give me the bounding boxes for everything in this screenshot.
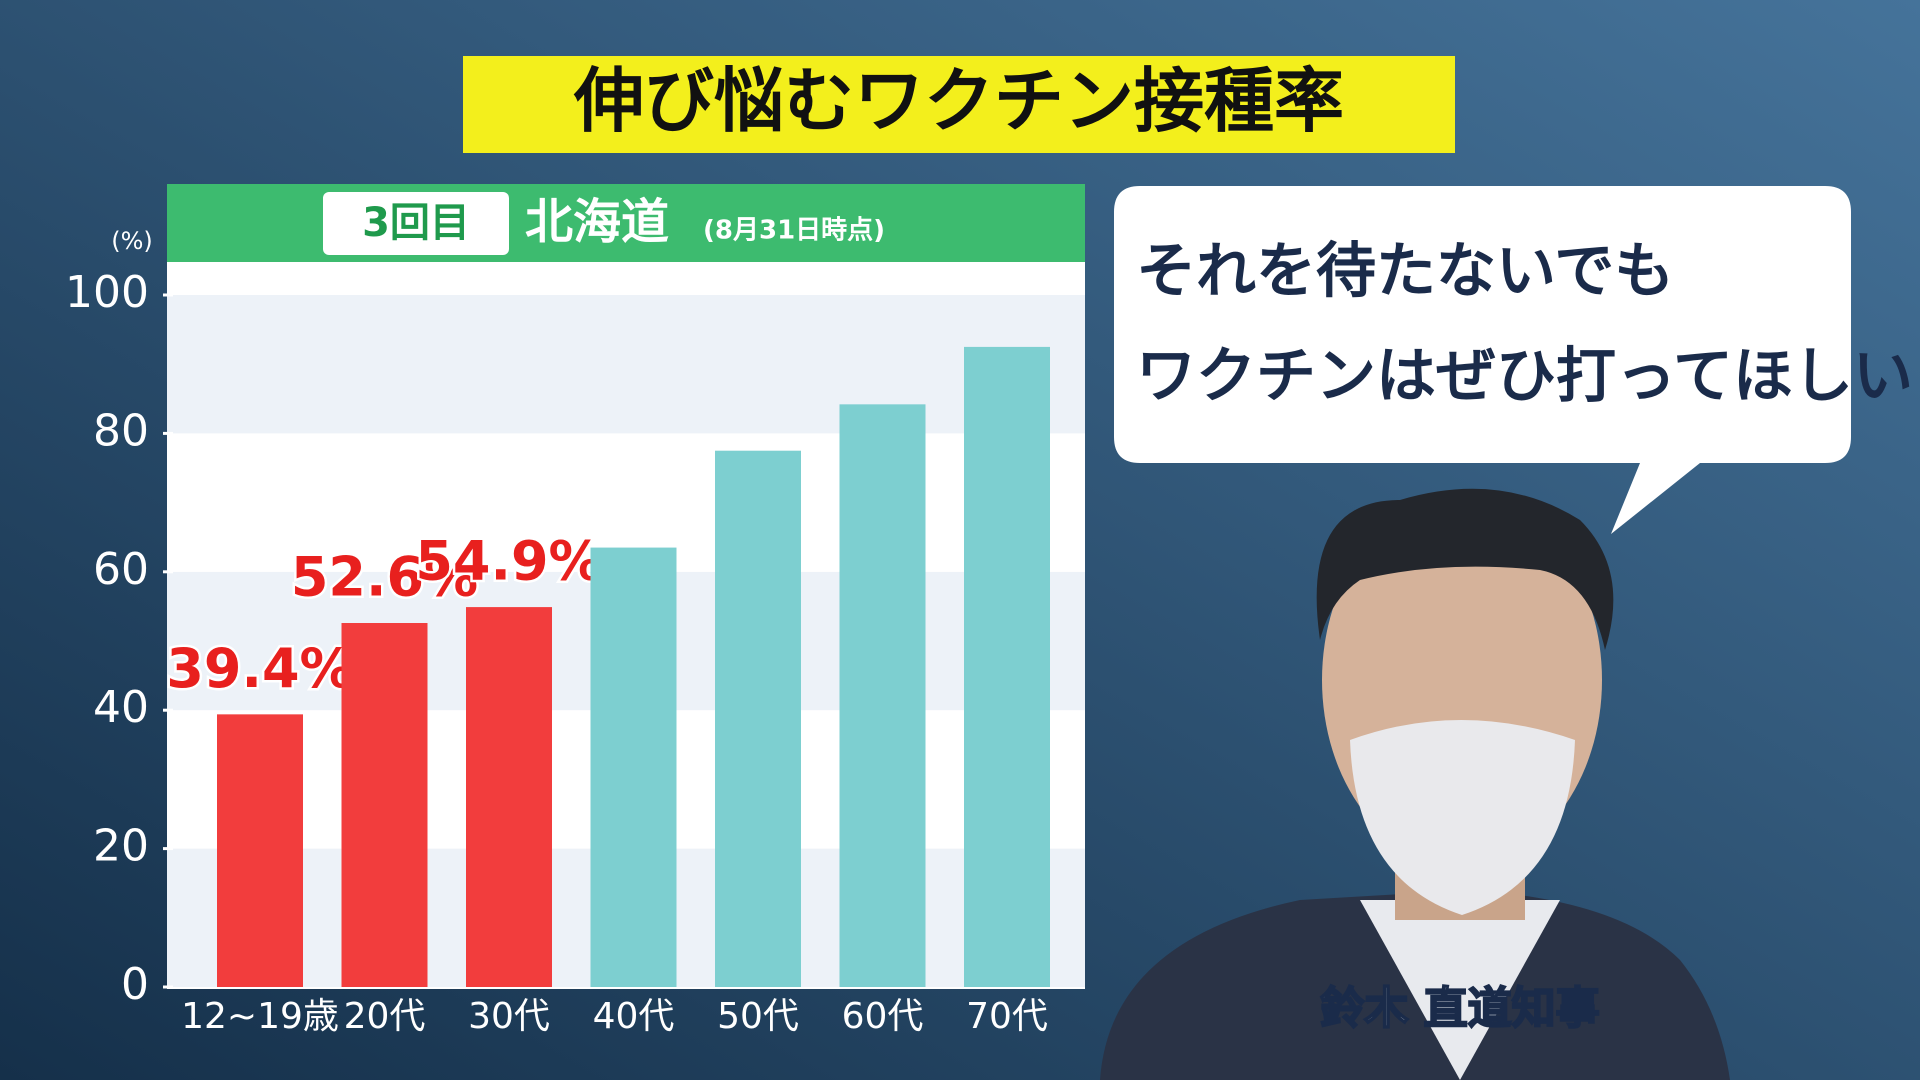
- y-tick-label: 60: [93, 544, 149, 595]
- grid-band: [167, 295, 1085, 434]
- y-tick-label: 40: [93, 682, 149, 733]
- x-tick-label: 60代: [842, 996, 924, 1037]
- y-tick-label: 0: [121, 959, 149, 1010]
- badge: 3回目: [362, 200, 470, 246]
- y-tick-label: 20: [93, 821, 149, 872]
- x-tick-label: 70代: [966, 996, 1048, 1037]
- title-box: [463, 56, 1455, 153]
- bar: [964, 346, 1050, 987]
- bar: [590, 547, 677, 987]
- y-tick-label: 100: [65, 267, 149, 318]
- speech-line: それを待たないでも: [1136, 237, 1674, 307]
- y-tick-label: 80: [93, 405, 149, 456]
- title: 伸び悩むワクチン接種率: [573, 60, 1344, 142]
- bar: [341, 623, 428, 987]
- value-label: 39.4%: [166, 637, 353, 700]
- x-tick-label: 30代: [468, 996, 550, 1037]
- speech-bubble: [1114, 186, 1851, 534]
- y-unit: (%): [111, 227, 153, 255]
- caption: 鈴木 直道知事: [1320, 983, 1599, 1034]
- value-label: 52.6%: [291, 546, 478, 609]
- bar: [839, 404, 926, 987]
- region: 北海道: [525, 194, 669, 250]
- bar: [466, 607, 552, 987]
- shirt: [1360, 900, 1560, 1080]
- date-note: (8月31日時点): [703, 215, 885, 246]
- x-tick-label: 50代: [717, 996, 799, 1037]
- chart-header: [167, 184, 1085, 262]
- badge-box: [323, 192, 509, 255]
- bar: [715, 450, 801, 987]
- hair: [1316, 488, 1614, 650]
- mask: [1350, 720, 1575, 915]
- bar: [217, 714, 303, 987]
- speech-line: ワクチンはぜひ打ってほしい: [1136, 342, 1913, 412]
- person: [1100, 488, 1730, 1080]
- plot: 0 20 40 60 80 100 12~19歳 39.4% 20代 52.6% 30代 54.9% 4…: [65, 267, 1085, 1037]
- value-label: 54.9%: [415, 530, 602, 593]
- x-tick-label: 40代: [593, 996, 675, 1037]
- x-tick-label: 20代: [344, 996, 426, 1037]
- x-tick-label: 12~19歳: [181, 996, 339, 1037]
